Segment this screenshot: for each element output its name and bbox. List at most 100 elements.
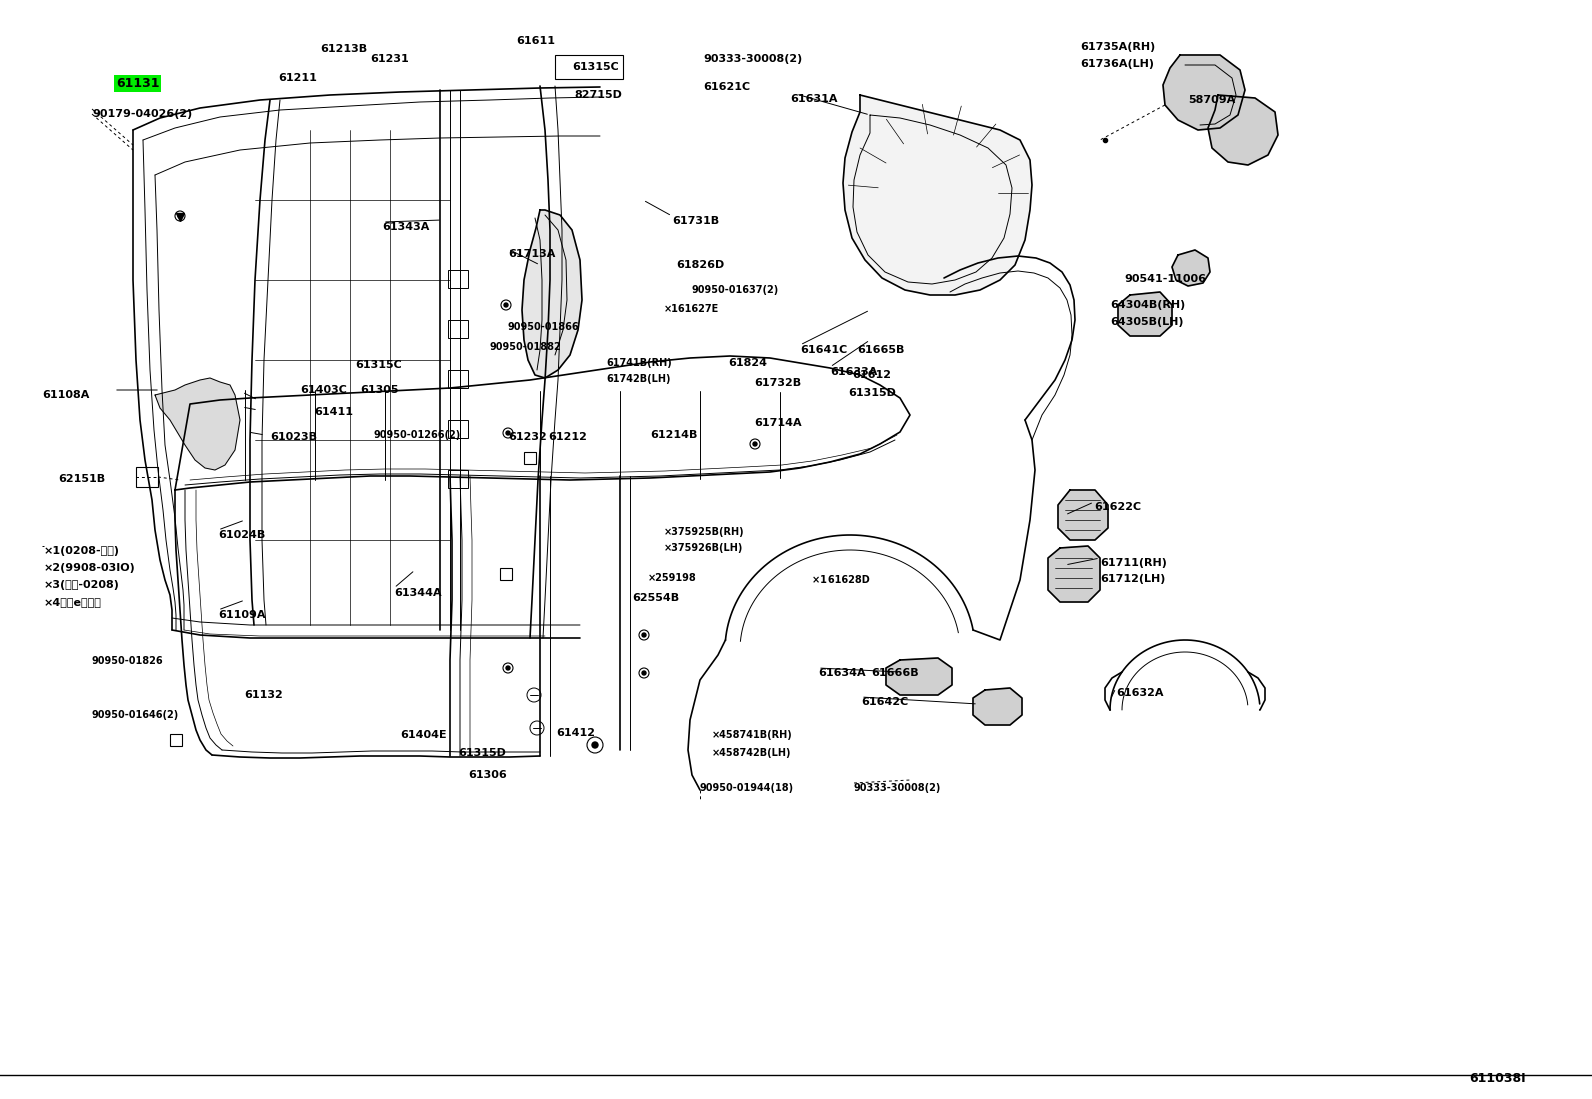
Text: 61109A: 61109A [218, 610, 266, 620]
Text: 61132: 61132 [244, 690, 283, 700]
Polygon shape [1048, 546, 1100, 602]
Text: 61732B: 61732B [755, 378, 801, 388]
Text: 61731B: 61731B [672, 217, 720, 226]
Text: 61403C: 61403C [299, 385, 347, 395]
Text: 61742B(LH): 61742B(LH) [607, 374, 670, 384]
Text: 90333-30008(2): 90333-30008(2) [704, 54, 802, 64]
Text: 611038I: 611038I [1469, 1072, 1527, 1085]
Circle shape [642, 633, 646, 637]
Text: 61741B(RH): 61741B(RH) [607, 358, 672, 368]
Bar [524, 452, 537, 464]
Text: 62554B: 62554B [632, 593, 680, 603]
Text: 61344A: 61344A [393, 588, 441, 598]
Text: 61714A: 61714A [755, 418, 802, 428]
Text: 61665B: 61665B [856, 345, 904, 355]
Circle shape [506, 431, 509, 435]
Text: 61211: 61211 [279, 73, 317, 84]
Text: 61305: 61305 [360, 385, 398, 395]
Text: 61212: 61212 [548, 432, 587, 442]
Polygon shape [1118, 292, 1172, 336]
Text: 61315C: 61315C [572, 62, 619, 73]
Text: 90950-01266(2): 90950-01266(2) [374, 430, 462, 440]
Text: 61632A: 61632A [1116, 688, 1164, 698]
Text: 61023B: 61023B [271, 432, 317, 442]
Polygon shape [1059, 490, 1108, 540]
Text: 61641C: 61641C [801, 345, 847, 355]
Text: 61404E: 61404E [400, 730, 447, 740]
Text: 61412: 61412 [556, 728, 595, 739]
Text: ×375926B(LH): ×375926B(LH) [664, 543, 743, 553]
Text: 61736A(LH): 61736A(LH) [1079, 59, 1154, 69]
Text: 90950-01637(2): 90950-01637(2) [693, 285, 778, 295]
Text: 61824: 61824 [728, 358, 767, 368]
Text: 61631A: 61631A [790, 95, 837, 104]
Bar [500, 568, 513, 580]
Text: 61642C: 61642C [861, 697, 909, 707]
Text: 61666B: 61666B [871, 668, 919, 678]
Polygon shape [844, 95, 1032, 295]
Text: ×2(9908-03ⅠO): ×2(9908-03ⅠO) [45, 563, 135, 573]
Text: 61611: 61611 [516, 36, 556, 46]
Text: 90950-01646(2): 90950-01646(2) [92, 710, 180, 720]
Text: ×3(　　-0208): ×3( -0208) [45, 580, 119, 590]
Text: 61411: 61411 [314, 407, 353, 417]
Text: ×458741B(RH): ×458741B(RH) [712, 730, 793, 740]
Text: 61634A: 61634A [818, 668, 866, 678]
Text: 61735A(RH): 61735A(RH) [1079, 42, 1156, 52]
Circle shape [642, 671, 646, 675]
Bar [447, 470, 468, 488]
Text: 61315C: 61315C [355, 360, 401, 370]
Circle shape [506, 666, 509, 670]
Text: 61306: 61306 [468, 770, 506, 780]
Text: ×1 61628D: ×1 61628D [812, 575, 869, 585]
Text: ×4　寛e地仕様: ×4 寛e地仕様 [45, 597, 102, 607]
Text: 61315D: 61315D [849, 388, 896, 398]
Text: 61108A: 61108A [41, 390, 89, 400]
Text: 61231: 61231 [369, 54, 409, 64]
Text: ×259198: ×259198 [648, 573, 697, 582]
Text: 61612: 61612 [852, 370, 892, 380]
Polygon shape [1172, 249, 1210, 286]
Text: 61712(LH): 61712(LH) [1100, 574, 1165, 584]
Text: 61214B: 61214B [650, 430, 697, 440]
Text: 61213B: 61213B [320, 44, 368, 54]
Polygon shape [522, 210, 583, 378]
Circle shape [505, 303, 508, 307]
Bar [556, 55, 622, 79]
Polygon shape [1164, 55, 1245, 130]
Circle shape [178, 214, 181, 218]
Text: 90950-01866: 90950-01866 [508, 322, 579, 332]
Bar [135, 467, 158, 487]
Text: 61621C: 61621C [704, 82, 750, 92]
Text: ×375925B(RH): ×375925B(RH) [664, 528, 745, 537]
Text: 61131: 61131 [116, 77, 159, 90]
Text: 61633A: 61633A [829, 367, 877, 377]
Text: 62151B: 62151B [57, 474, 105, 484]
Polygon shape [1208, 95, 1278, 165]
Text: 58709A: 58709A [1188, 95, 1235, 106]
Text: 61622C: 61622C [1094, 502, 1141, 512]
Bar [447, 320, 468, 338]
Bar [447, 420, 468, 439]
Text: 61315D: 61315D [458, 748, 506, 758]
Text: 90950-01944(18): 90950-01944(18) [700, 782, 794, 793]
Text: 61343A: 61343A [382, 222, 430, 232]
Bar [170, 734, 181, 746]
Text: 61711(RH): 61711(RH) [1100, 558, 1167, 568]
Text: 64304B(RH): 64304B(RH) [1110, 300, 1186, 310]
Text: 82715D: 82715D [575, 90, 622, 100]
Text: 90333-30008(2): 90333-30008(2) [853, 782, 941, 793]
Text: 90541-11006: 90541-11006 [1124, 274, 1207, 284]
Bar [447, 270, 468, 288]
Circle shape [753, 442, 758, 446]
Bar [447, 370, 468, 388]
Text: ×1(0208-　　): ×1(0208- ) [45, 546, 119, 556]
Text: 61826D: 61826D [677, 260, 724, 270]
Text: 64305B(LH): 64305B(LH) [1110, 317, 1183, 328]
Text: 61232: 61232 [508, 432, 546, 442]
Text: 61024B: 61024B [218, 530, 266, 540]
Text: 90950-01882: 90950-01882 [490, 342, 562, 352]
Text: 61713A: 61713A [508, 249, 556, 259]
Text: 90179-04026(2): 90179-04026(2) [92, 109, 193, 119]
Text: 90950-01826: 90950-01826 [92, 656, 164, 666]
